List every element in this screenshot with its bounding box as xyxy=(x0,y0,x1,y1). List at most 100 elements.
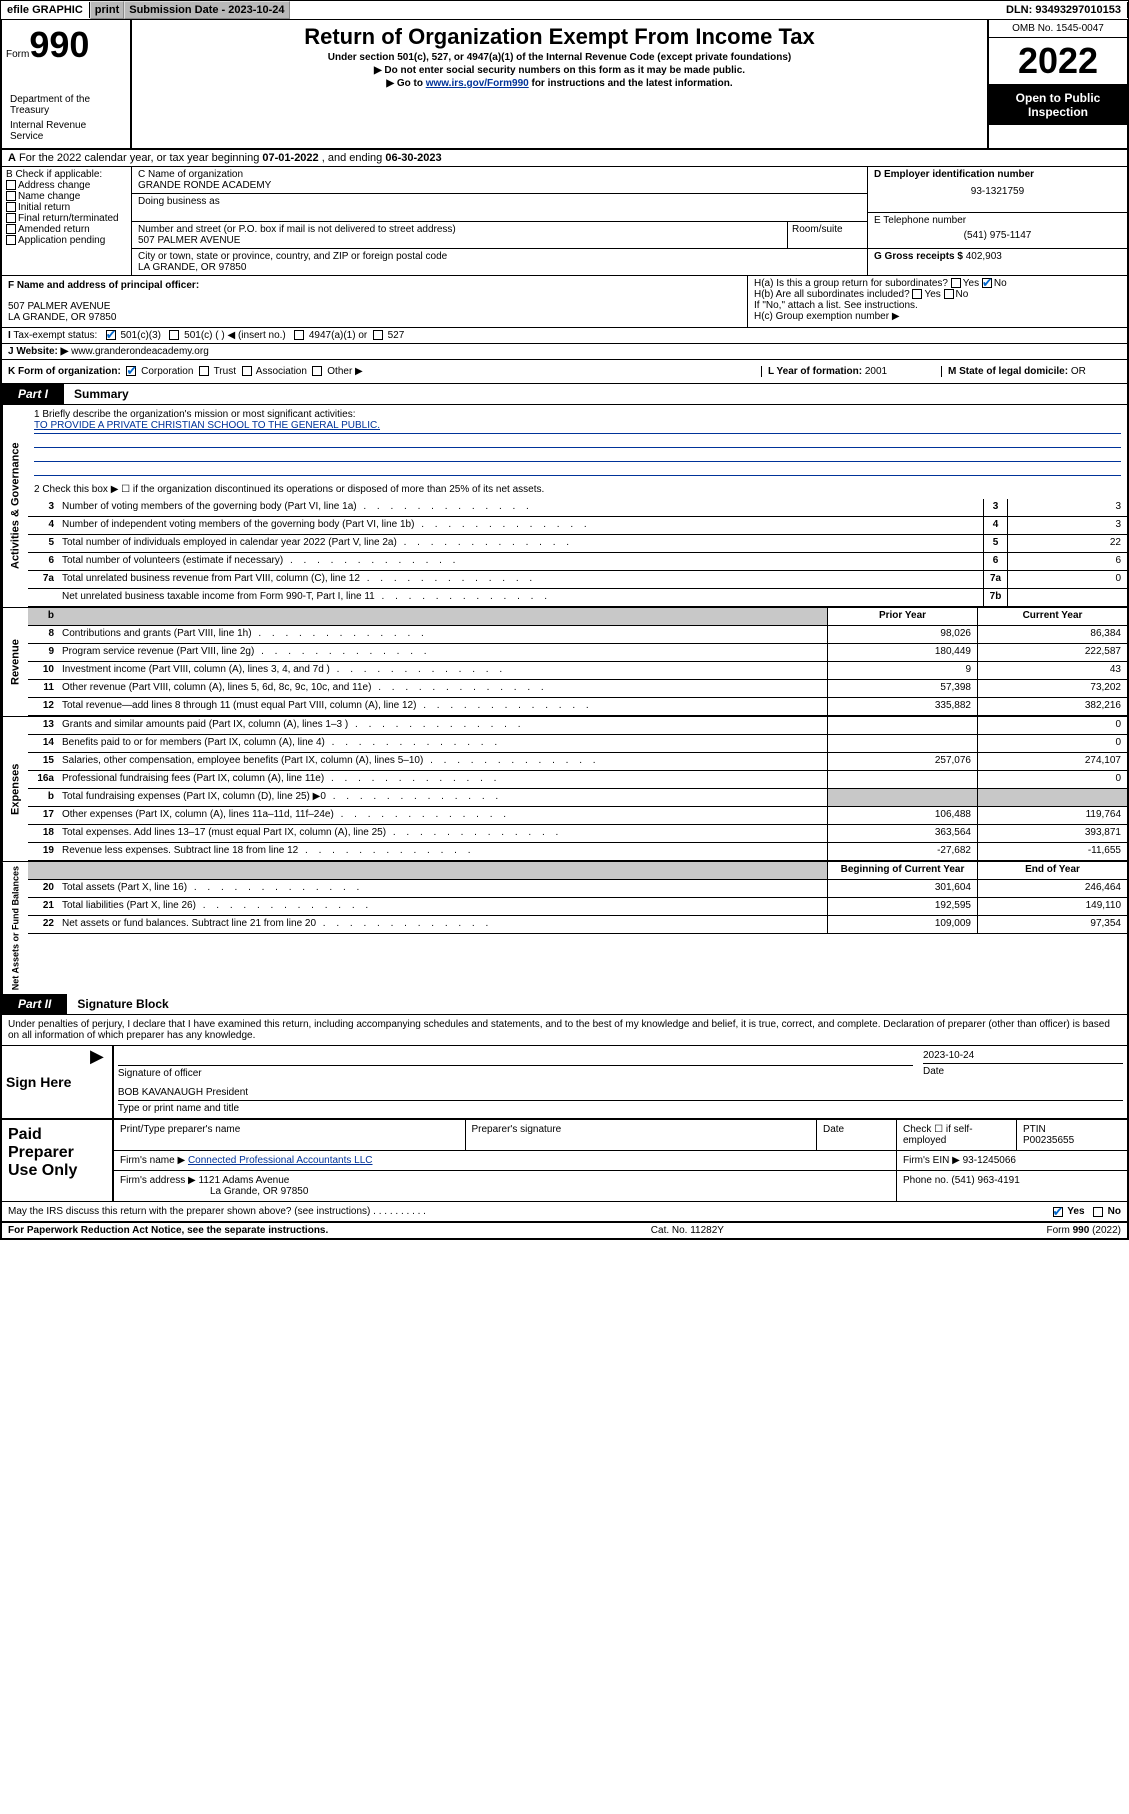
checkbox-initial-return[interactable] xyxy=(6,202,16,212)
current-year-value: 86,384 xyxy=(977,626,1127,643)
hb-yes[interactable] xyxy=(912,289,922,299)
vert-netassets: Net Assets or Fund Balances xyxy=(2,862,28,994)
may-irs-no[interactable] xyxy=(1093,1207,1103,1217)
summary-row: 10 Investment income (Part VIII, column … xyxy=(28,662,1127,680)
arrow-icon: ▶ xyxy=(82,1046,112,1118)
line-desc: Other expenses (Part IX, column (A), lin… xyxy=(58,807,827,824)
checkbox-501c[interactable] xyxy=(169,330,179,340)
hb-no[interactable] xyxy=(944,289,954,299)
line-num: 9 xyxy=(28,644,58,661)
header-right: OMB No. 1545-0047 2022 Open to Public In… xyxy=(987,20,1127,148)
checkbox-trust[interactable] xyxy=(199,366,209,376)
line-desc: Other revenue (Part VIII, column (A), li… xyxy=(58,680,827,697)
ha-no[interactable] xyxy=(982,278,992,288)
row-f-h: F Name and address of principal officer:… xyxy=(2,276,1127,328)
line-num: 16a xyxy=(28,771,58,788)
org-name: GRANDE RONDE ACADEMY xyxy=(138,180,861,191)
part-2-title: Signature Block xyxy=(67,997,168,1011)
row-a-label: A xyxy=(8,152,16,164)
form-title: Return of Organization Exempt From Incom… xyxy=(140,24,979,50)
current-year-value: 0 xyxy=(977,735,1127,752)
line-desc: Number of voting members of the governin… xyxy=(58,499,983,516)
netassets-section: Net Assets or Fund Balances Beginning of… xyxy=(2,861,1127,994)
irs-link[interactable]: www.irs.gov/Form990 xyxy=(426,78,529,89)
ha-label: H(a) Is this a group return for subordin… xyxy=(754,278,1121,289)
line-num: 7a xyxy=(28,571,58,588)
b-label: B Check if applicable: xyxy=(6,169,127,180)
line-2: 2 Check this box ▶ ☐ if the organization… xyxy=(28,480,1127,499)
form-word: Form xyxy=(6,49,29,60)
paid-preparer-label: Paid Preparer Use Only xyxy=(2,1120,112,1201)
line-num: 13 xyxy=(28,717,58,734)
line-desc: Contributions and grants (Part VIII, lin… xyxy=(58,626,827,643)
i-text: Tax-exempt status: xyxy=(13,330,97,341)
line-num: 8 xyxy=(28,626,58,643)
line-desc: Total expenses. Add lines 13–17 (must eq… xyxy=(58,825,827,842)
form-number: 990 xyxy=(29,24,89,65)
omb-number: OMB No. 1545-0047 xyxy=(989,20,1127,38)
summary-row: 15 Salaries, other compensation, employe… xyxy=(28,753,1127,771)
checkbox-name-change[interactable] xyxy=(6,191,16,201)
type-name-label: Type or print name and title xyxy=(118,1103,1123,1114)
line-desc: Total number of volunteers (estimate if … xyxy=(58,553,983,570)
j-label: J xyxy=(8,346,14,357)
line-value xyxy=(1007,589,1127,606)
line-num: 3 xyxy=(28,499,58,516)
line-num: 22 xyxy=(28,916,58,933)
street-label: Number and street (or P.O. box if mail i… xyxy=(138,224,781,235)
line-value: 6 xyxy=(1007,553,1127,570)
line-num: 21 xyxy=(28,898,58,915)
begin-year-value: 109,009 xyxy=(827,916,977,933)
checkbox-501c3[interactable] xyxy=(106,330,116,340)
line-box: 5 xyxy=(983,535,1007,552)
summary-row: Net unrelated business taxable income fr… xyxy=(28,589,1127,607)
checkbox-527[interactable] xyxy=(373,330,383,340)
sig-officer-label: Signature of officer xyxy=(118,1068,913,1079)
summary-row: 11 Other revenue (Part VIII, column (A),… xyxy=(28,680,1127,698)
checkbox-corporation[interactable] xyxy=(126,366,136,376)
hb-note: If "No," attach a list. See instructions… xyxy=(754,300,1121,311)
ha-yes[interactable] xyxy=(951,278,961,288)
k-label: K Form of organization: xyxy=(8,366,121,377)
begin-year-value: 192,595 xyxy=(827,898,977,915)
checkbox-amended[interactable] xyxy=(6,224,16,234)
line-desc: Net assets or fund balances. Subtract li… xyxy=(58,916,827,933)
mission-text: TO PROVIDE A PRIVATE CHRISTIAN SCHOOL TO… xyxy=(34,420,1121,434)
part-1-label: Part I xyxy=(2,384,64,404)
line-desc: Total liabilities (Part X, line 26) xyxy=(58,898,827,915)
prior-year-value: 57,398 xyxy=(827,680,977,697)
part-1-header: Part I Summary xyxy=(2,384,1127,405)
current-year-value: 43 xyxy=(977,662,1127,679)
firm-name[interactable]: Connected Professional Accountants LLC xyxy=(188,1155,373,1166)
may-irs-yes[interactable] xyxy=(1053,1207,1063,1217)
vert-expenses: Expenses xyxy=(2,717,28,861)
summary-row: 12 Total revenue—add lines 8 through 11 … xyxy=(28,698,1127,716)
line-desc: Program service revenue (Part VIII, line… xyxy=(58,644,827,661)
i-label: I xyxy=(8,330,11,341)
i-opt4: 527 xyxy=(388,330,405,341)
section-c: C Name of organization GRANDE RONDE ACAD… xyxy=(132,167,867,275)
checkbox-other[interactable] xyxy=(312,366,322,376)
firm-phone-label: Phone no. xyxy=(903,1175,949,1186)
k-opt1: Trust xyxy=(214,366,236,377)
line-desc: Salaries, other compensation, employee b… xyxy=(58,753,827,770)
checkbox-final-return[interactable] xyxy=(6,213,16,223)
prior-year-value xyxy=(827,771,977,788)
current-year-value: 393,871 xyxy=(977,825,1127,842)
firm-addr2: La Grande, OR 97850 xyxy=(210,1186,890,1197)
perjury-declaration: Under penalties of perjury, I declare th… xyxy=(2,1015,1127,1045)
print-button[interactable]: print xyxy=(90,1,124,19)
checkbox-4947[interactable] xyxy=(294,330,304,340)
current-year-value: 382,216 xyxy=(977,698,1127,715)
submission-date-button[interactable]: Submission Date - 2023-10-24 xyxy=(124,1,289,19)
checkbox-address-change[interactable] xyxy=(6,180,16,190)
line-desc: Total fundraising expenses (Part IX, col… xyxy=(58,789,827,806)
checkbox-association[interactable] xyxy=(242,366,252,376)
line-desc: Benefits paid to or for members (Part IX… xyxy=(58,735,827,752)
checkbox-app-pending[interactable] xyxy=(6,235,16,245)
header-center: Return of Organization Exempt From Incom… xyxy=(132,20,987,148)
officer-addr2: LA GRANDE, OR 97850 xyxy=(8,312,741,323)
phone-label: E Telephone number xyxy=(874,215,1121,226)
line-num: 11 xyxy=(28,680,58,697)
efile-label: efile GRAPHIC xyxy=(1,2,90,18)
